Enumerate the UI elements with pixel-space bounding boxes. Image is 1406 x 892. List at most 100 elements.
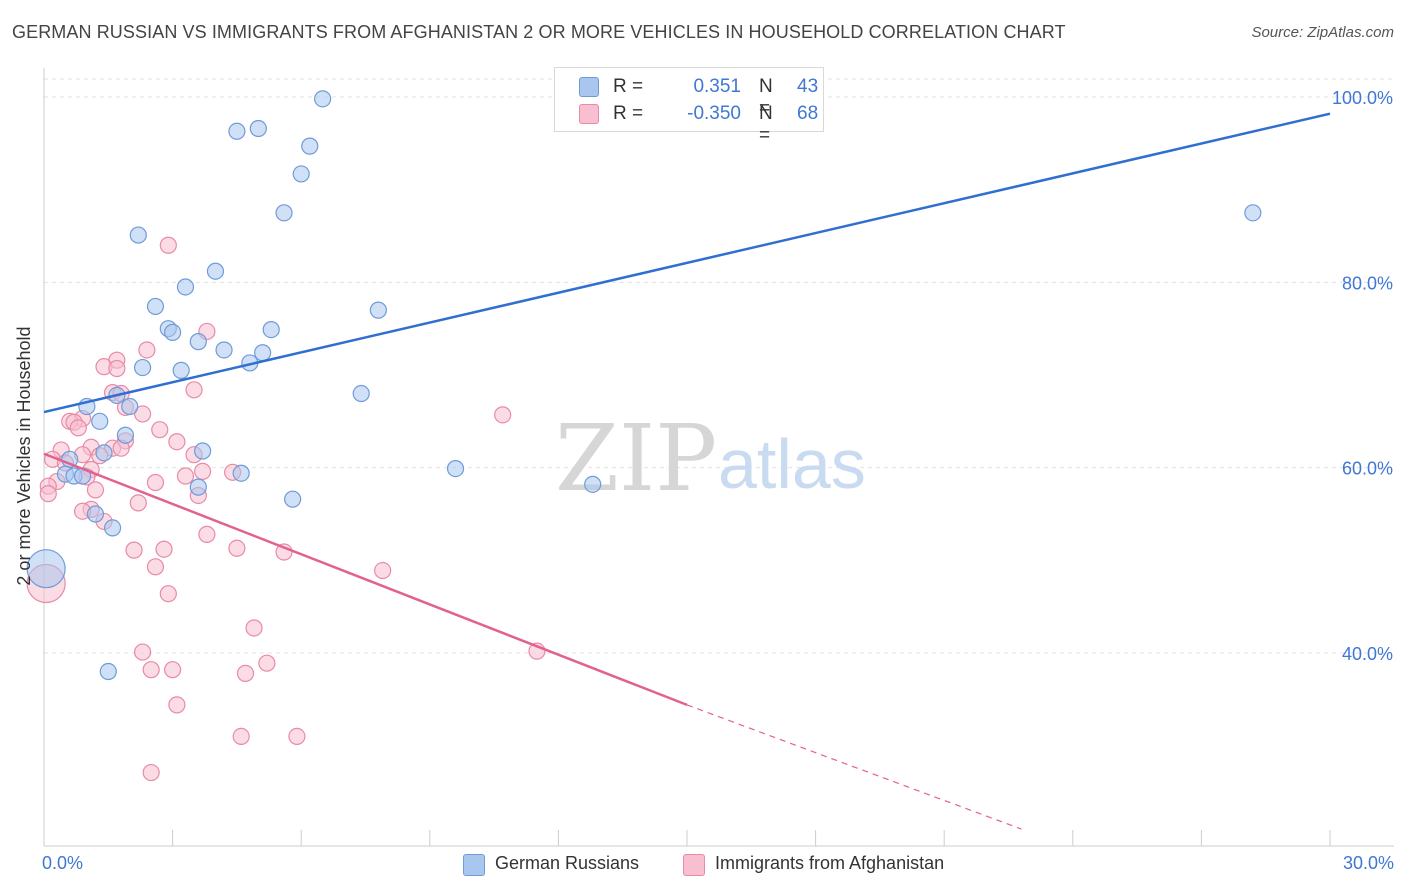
german-russians-point — [176, 278, 195, 296]
legend-n-value: 68 — [797, 103, 819, 124]
source-credit: Source: ZipAtlas.com — [1251, 24, 1394, 41]
afghanistan-point — [168, 696, 186, 714]
chart-title: GERMAN RUSSIAN VS IMMIGRANTS FROM AFGHAN… — [12, 22, 1066, 42]
afghanistan-point — [236, 664, 255, 682]
german-russians-point — [369, 301, 387, 319]
afghanistan-point — [176, 467, 195, 485]
german-russians-point — [228, 122, 246, 140]
afghanistan-point — [494, 406, 512, 424]
german-russians-trend-line — [43, 112, 1331, 414]
y-tick-label: 100.0% — [1332, 88, 1393, 108]
y-tick-label: 40.0% — [1342, 644, 1393, 664]
afghanistan-point — [151, 421, 169, 439]
german-russians-point — [164, 323, 182, 341]
afghanistan-point — [138, 341, 156, 359]
afghanistan-point — [245, 619, 263, 637]
german-russians-point — [95, 444, 113, 462]
afghanistan-trend-line — [43, 452, 688, 707]
german-russians-point — [232, 464, 250, 482]
german-russians-point — [301, 137, 319, 155]
axes — [43, 68, 1394, 847]
afghanistan-point — [258, 654, 276, 672]
legend-label: German Russians — [495, 853, 640, 873]
watermark-zip: ZIP — [555, 405, 717, 512]
german-russians-point — [292, 165, 310, 183]
afghanistan-point — [86, 481, 105, 499]
german-russians-point — [446, 459, 465, 478]
legend-r-label: R = — [613, 76, 644, 97]
afghanistan-point — [108, 359, 126, 378]
afghanistan-point — [39, 485, 57, 503]
german-russians-point — [189, 478, 207, 496]
legend-r-value: -0.350 — [687, 103, 741, 124]
german-russians-point — [91, 412, 109, 430]
afghanistan-point — [133, 405, 152, 423]
german-russians-point — [314, 90, 332, 108]
german-russians-point — [206, 262, 225, 280]
german-russians-point — [249, 119, 267, 138]
legend-swatch-pink — [579, 104, 599, 124]
german-russians-point — [352, 384, 370, 403]
y-axis-label: 2 or more Vehicles in Household — [14, 326, 34, 585]
afghanistan-point — [228, 539, 246, 557]
german-russians-point — [116, 426, 135, 444]
y-tick-label: 60.0% — [1342, 459, 1393, 479]
afghanistan-point — [194, 462, 212, 480]
trend-lines — [43, 112, 1331, 830]
afghanistan-point — [146, 558, 165, 576]
legend-r-value: 0.351 — [693, 76, 741, 97]
afghanistan-point — [159, 236, 177, 254]
afghanistan-trend-extension — [686, 704, 1022, 830]
german-russians-point — [189, 333, 207, 351]
afghanistan-point — [142, 661, 160, 679]
legend-n-label: N = — [759, 103, 773, 146]
afghanistan-point — [129, 494, 147, 512]
german-russians-point — [194, 442, 212, 460]
german-russians-point — [121, 397, 139, 416]
german-russians-point — [26, 549, 66, 589]
legend-label: Immigrants from Afghanistan — [715, 853, 945, 873]
german-russians-point — [172, 361, 190, 379]
german-russians-point — [584, 475, 602, 493]
german-russians-point — [146, 297, 165, 316]
afghanistan-point — [198, 525, 216, 543]
afghanistan-point — [125, 541, 143, 559]
german-russians-point — [133, 358, 152, 377]
axis-labels: 2 or more Vehicles in Household 0.0% 30.… — [14, 88, 1394, 873]
afghanistan-point — [133, 643, 152, 661]
german-russians-point — [284, 490, 302, 508]
legend-n-label: N = — [759, 76, 773, 119]
correlation-legend: R = 0.351 N = 43 R = -0.350 N = 68 — [554, 67, 824, 146]
afghanistan-point — [155, 540, 173, 558]
watermark-atlas: atlas — [718, 425, 866, 503]
x-tick-label-min: 0.0% — [42, 853, 83, 873]
legend-swatch-blue — [463, 854, 485, 876]
german-russians-point — [103, 519, 122, 537]
legend-swatch-blue — [579, 77, 599, 97]
afghanistan-point — [288, 727, 306, 746]
german-russians-point — [99, 662, 117, 681]
afghanistan-point — [159, 585, 177, 603]
afghanistan-point — [164, 661, 182, 679]
german-russians-point — [262, 320, 280, 339]
german-russians-point — [275, 204, 293, 222]
watermark: ZIP atlas — [555, 405, 866, 512]
afghanistan-point — [142, 763, 160, 782]
german-russians-point — [1244, 204, 1262, 222]
german-russians-point — [129, 226, 147, 244]
german-russians-point — [86, 505, 105, 523]
y-tick-label: 80.0% — [1342, 273, 1393, 293]
afghanistan-point — [146, 473, 165, 492]
german-russians-point — [215, 341, 233, 359]
data-points — [26, 90, 1262, 782]
afghanistan-point — [374, 561, 392, 580]
legend-n-value: 43 — [797, 76, 819, 97]
afghanistan-point — [69, 419, 87, 437]
afghanistan-point — [232, 727, 250, 746]
legend-r-label: R = — [613, 103, 644, 124]
legend-swatch-pink — [683, 854, 705, 876]
afghanistan-point — [168, 433, 186, 451]
afghanistan-point — [185, 381, 203, 399]
x-tick-label-max: 30.0% — [1343, 853, 1394, 873]
